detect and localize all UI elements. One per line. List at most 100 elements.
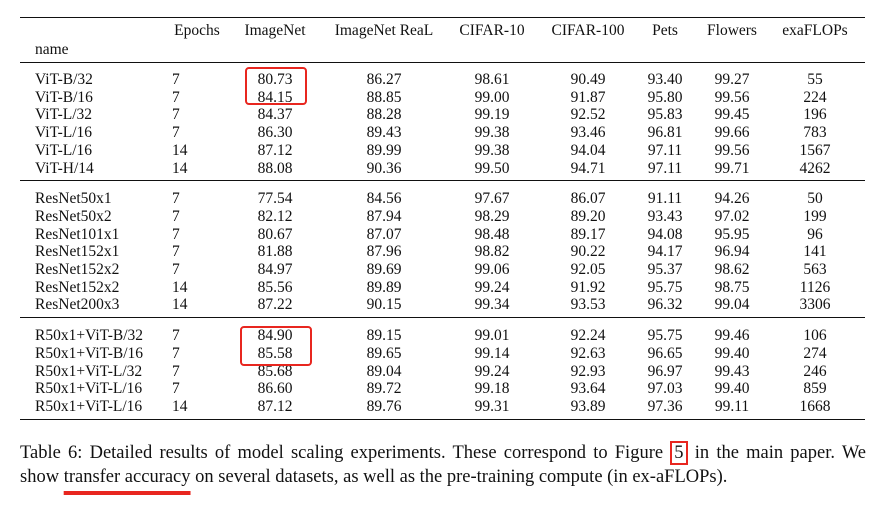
table-cell: R50x1+ViT-B/32 [35, 327, 144, 345]
table-cell: 99.24 [474, 278, 510, 296]
table-cell: 97.03 [647, 380, 683, 398]
table-cell: 99.01 [474, 327, 510, 345]
table-cell: 82.12 [257, 207, 293, 225]
table-cell: 89.04 [366, 362, 402, 380]
table-cell: 87.12 [257, 141, 293, 159]
table-cell: 7 [172, 207, 180, 225]
table-cell: 80.67 [257, 225, 293, 243]
table-cell: 1126 [799, 278, 831, 296]
table-cell: R50x1+ViT-L/16 [35, 380, 143, 398]
table-cell: 14 [172, 159, 188, 177]
table-cell: 89.89 [366, 278, 402, 296]
table-cell: 96 [807, 225, 823, 243]
table-cell: 95.80 [647, 88, 683, 106]
group-rule [20, 180, 865, 182]
table-cell: 96.97 [647, 362, 683, 380]
table-cell: 80.73 [257, 71, 293, 88]
table-cell: 97.02 [714, 207, 750, 225]
table-cell: 96.65 [647, 344, 683, 362]
table-cell: 84.37 [257, 106, 293, 124]
table-cell: 99.11 [714, 397, 750, 415]
table-cell: 92.24 [570, 327, 606, 345]
table-cell: 97.11 [647, 159, 683, 177]
table-cell: ResNet152x2 [35, 261, 120, 278]
table-cell: 89.76 [366, 397, 402, 415]
highlight-box [245, 67, 307, 105]
table-cell: 89.43 [366, 124, 402, 142]
table-cell: 98.75 [714, 278, 750, 296]
table-cell: 90.36 [366, 159, 402, 177]
table-cell: 98.29 [474, 207, 510, 225]
table-cell: 94.71 [570, 159, 606, 177]
table-cell: 106 [803, 327, 827, 345]
table-cell: 7 [172, 124, 180, 142]
caption: Table 6: Detailed results of model scali… [20, 441, 866, 489]
column-header: ImageNet ReaL [334, 22, 434, 39]
table-cell: 93.89 [570, 397, 606, 415]
table-cell: ViT-B/32 [35, 71, 93, 88]
table-cell: 859 [803, 380, 827, 398]
table-cell: 14 [172, 141, 188, 159]
figure-ref[interactable]: 5 [670, 441, 688, 465]
table-cell: 99.45 [714, 106, 750, 124]
caption-highlight: transfer accuracy [63, 467, 191, 487]
table-cell: 99.18 [474, 380, 510, 398]
table-cell: 81.88 [257, 243, 293, 261]
table-cell: 87.07 [366, 225, 402, 243]
table-cell: 99.56 [714, 88, 750, 106]
table-cell: 94.08 [647, 225, 683, 243]
table-cell: 95.83 [647, 106, 683, 124]
table-cell: 85.68 [257, 362, 293, 380]
table-cell: 3306 [799, 296, 831, 314]
table-cell: 7 [172, 225, 180, 243]
table-cell: 86.30 [257, 124, 293, 142]
table-cell: ViT-B/16 [35, 88, 93, 106]
table-cell: 99.50 [474, 159, 510, 177]
table-cell: 99.27 [714, 71, 750, 88]
table-cell: 77.54 [257, 190, 293, 208]
table-cell: 99.40 [714, 380, 750, 398]
table-cell: 99.43 [714, 362, 750, 380]
table-cell: 7 [172, 261, 180, 278]
table-cell: ResNet50x2 [35, 207, 112, 225]
table-cell: R50x1+ViT-B/16 [35, 344, 144, 362]
table-cell: 87.12 [257, 397, 293, 415]
table-cell: 87.94 [366, 207, 402, 225]
table-cell: ViT-H/14 [35, 159, 94, 177]
table-cell: ResNet152x1 [35, 243, 120, 261]
table-cell: 91.87 [570, 88, 606, 106]
highlight-box [240, 326, 312, 366]
table-cell: 93.64 [570, 380, 606, 398]
table-cell: 99.38 [474, 141, 510, 159]
table-cell: 95.37 [647, 261, 683, 278]
table-cell: 7 [172, 106, 180, 124]
table-cell: 84.90 [257, 327, 293, 345]
table-cell: 99.24 [474, 362, 510, 380]
table-cell: 14 [172, 296, 188, 314]
table-cell: 96.81 [647, 124, 683, 142]
table-cell: 88.28 [366, 106, 402, 124]
table-cell: 14 [172, 278, 188, 296]
table-cell: ResNet200x3 [35, 296, 120, 314]
table-cell: 91.92 [570, 278, 606, 296]
table-cell: 89.65 [366, 344, 402, 362]
table-cell: 93.53 [570, 296, 606, 314]
table-cell: 93.43 [647, 207, 683, 225]
table-cell: 99.14 [474, 344, 510, 362]
table-cell: 95.75 [647, 327, 683, 345]
table-cell: 7 [172, 71, 180, 88]
table-cell: 89.17 [570, 225, 606, 243]
table-cell: ResNet50x1 [35, 190, 112, 208]
table-cell: 141 [803, 243, 827, 261]
table-cell: 99.00 [474, 88, 510, 106]
table-cell: 95.75 [647, 278, 683, 296]
table-cell: 84.56 [366, 190, 402, 208]
table-cell: 4262 [799, 159, 831, 177]
table-cell: 85.56 [257, 278, 293, 296]
column-header: Epochs [174, 22, 220, 39]
table-cell: 99.34 [474, 296, 510, 314]
table-cell: 99.06 [474, 261, 510, 278]
table-cell: 99.71 [714, 159, 750, 177]
table-cell: R50x1+ViT-L/32 [35, 362, 143, 380]
